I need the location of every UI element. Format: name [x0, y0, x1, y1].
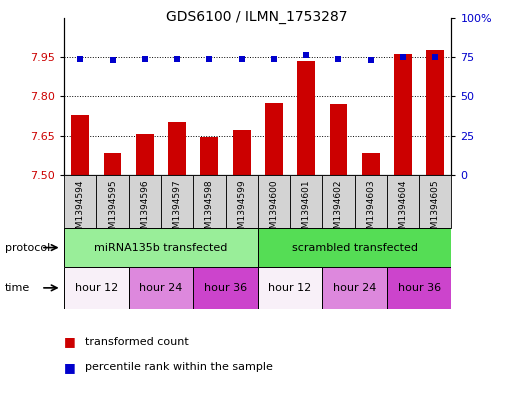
- Text: GDS6100 / ILMN_1753287: GDS6100 / ILMN_1753287: [166, 10, 347, 24]
- Point: [399, 54, 407, 60]
- Text: GSM1394601: GSM1394601: [302, 179, 311, 240]
- Text: miRNA135b transfected: miRNA135b transfected: [94, 242, 228, 253]
- Point: [141, 55, 149, 62]
- Point: [431, 54, 440, 60]
- Bar: [64, 267, 129, 309]
- Text: GSM1394595: GSM1394595: [108, 179, 117, 240]
- Bar: [233, 130, 250, 175]
- Point: [367, 57, 375, 63]
- Text: GSM1394600: GSM1394600: [269, 179, 279, 240]
- Bar: [193, 175, 226, 228]
- Bar: [64, 175, 96, 228]
- Point: [270, 55, 278, 62]
- Text: GSM1394594: GSM1394594: [76, 179, 85, 240]
- Text: hour 12: hour 12: [75, 283, 118, 293]
- Bar: [329, 104, 347, 175]
- Text: hour 24: hour 24: [139, 283, 183, 293]
- Text: GSM1394597: GSM1394597: [172, 179, 182, 240]
- Text: hour 12: hour 12: [268, 283, 312, 293]
- Bar: [387, 267, 451, 309]
- Text: GSM1394603: GSM1394603: [366, 179, 375, 240]
- Text: GSM1394596: GSM1394596: [141, 179, 149, 240]
- Bar: [265, 103, 283, 175]
- Text: GSM1394602: GSM1394602: [334, 179, 343, 240]
- Point: [205, 55, 213, 62]
- Point: [334, 55, 343, 62]
- Bar: [258, 175, 290, 228]
- Text: ■: ■: [64, 361, 76, 374]
- Text: hour 36: hour 36: [204, 283, 247, 293]
- Bar: [193, 267, 258, 309]
- Text: GSM1394598: GSM1394598: [205, 179, 214, 240]
- Bar: [96, 175, 129, 228]
- Bar: [322, 175, 354, 228]
- Point: [108, 57, 116, 63]
- Bar: [258, 267, 322, 309]
- Bar: [426, 50, 444, 175]
- Bar: [201, 137, 218, 175]
- Text: hour 24: hour 24: [333, 283, 377, 293]
- Bar: [394, 54, 412, 175]
- Text: GSM1394599: GSM1394599: [237, 179, 246, 240]
- Text: protocol: protocol: [5, 242, 50, 253]
- Bar: [419, 175, 451, 228]
- Text: transformed count: transformed count: [85, 337, 188, 347]
- Text: GSM1394605: GSM1394605: [431, 179, 440, 240]
- Point: [173, 55, 181, 62]
- Bar: [129, 175, 161, 228]
- Bar: [129, 267, 193, 309]
- Bar: [136, 134, 154, 175]
- Text: scrambled transfected: scrambled transfected: [291, 242, 418, 253]
- Text: hour 36: hour 36: [398, 283, 441, 293]
- Bar: [354, 175, 387, 228]
- Bar: [226, 175, 258, 228]
- Point: [302, 52, 310, 59]
- Bar: [322, 267, 387, 309]
- Bar: [104, 152, 122, 175]
- Bar: [161, 175, 193, 228]
- Bar: [290, 175, 322, 228]
- Text: time: time: [5, 283, 30, 293]
- Bar: [168, 123, 186, 175]
- Bar: [258, 228, 451, 267]
- Bar: [64, 228, 258, 267]
- Text: percentile rank within the sample: percentile rank within the sample: [85, 362, 272, 373]
- Bar: [298, 61, 315, 175]
- Bar: [387, 175, 419, 228]
- Point: [238, 55, 246, 62]
- Text: ■: ■: [64, 335, 76, 349]
- Bar: [71, 115, 89, 175]
- Bar: [362, 152, 380, 175]
- Text: GSM1394604: GSM1394604: [399, 179, 407, 240]
- Point: [76, 55, 84, 62]
